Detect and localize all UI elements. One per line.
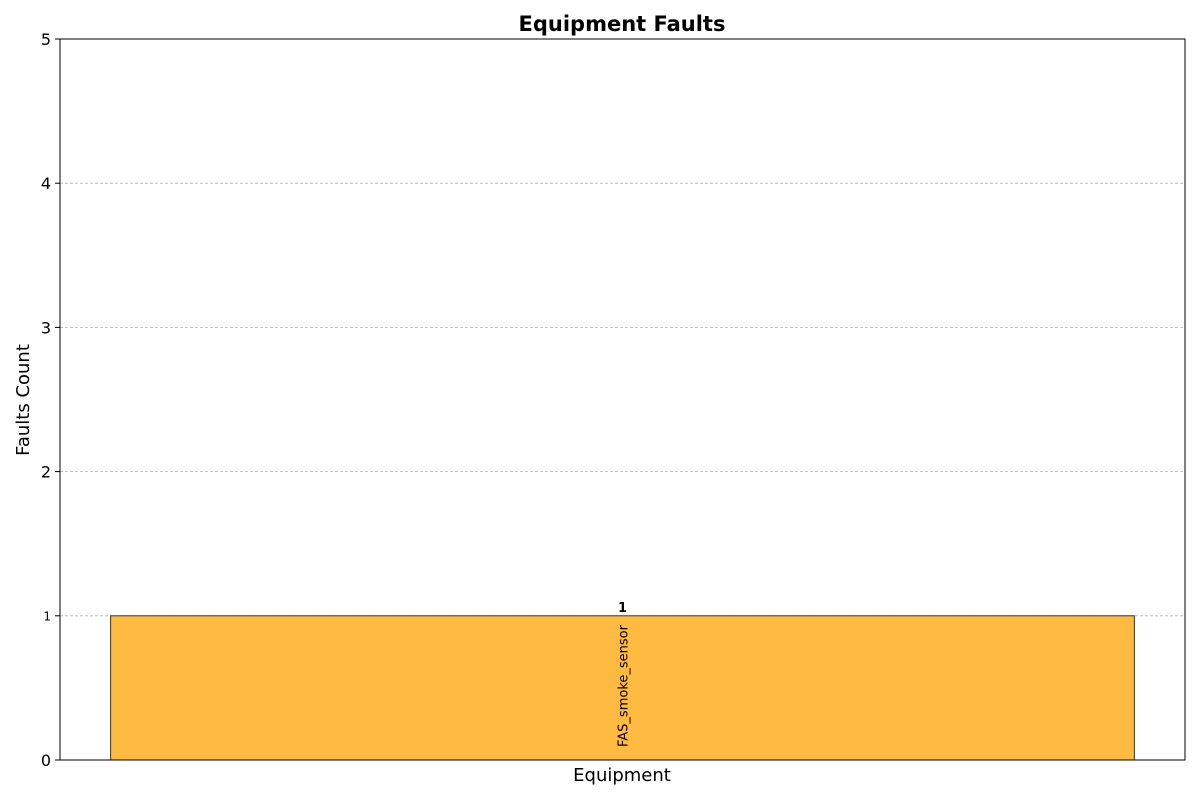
- y-axis-label: Faults Count: [13, 344, 34, 456]
- y-tick-label: 1: [43, 609, 51, 623]
- y-tick-label: 3: [41, 318, 51, 337]
- y-tick-label: 0: [41, 751, 51, 770]
- bar: [110, 615, 1135, 761]
- plot-frame: [59, 38, 1186, 761]
- y-tick-label: 4: [41, 174, 51, 193]
- y-ticks: 0 1 2 3 4 5: [41, 30, 60, 770]
- x-axis-label: Equipment: [573, 765, 671, 786]
- category-label: FAS_smoke_sensor: [617, 624, 632, 747]
- y-tick-label: 2: [41, 463, 51, 482]
- grid-lines: [60, 38, 1185, 617]
- bars: [110, 615, 1135, 761]
- chart-title: Equipment Faults: [519, 12, 726, 36]
- axes: [59, 38, 1186, 761]
- y-tick-label: 5: [41, 30, 51, 49]
- bar-labels: 1 FAS_smoke_sensor: [617, 601, 632, 747]
- data-label: 1: [618, 601, 627, 616]
